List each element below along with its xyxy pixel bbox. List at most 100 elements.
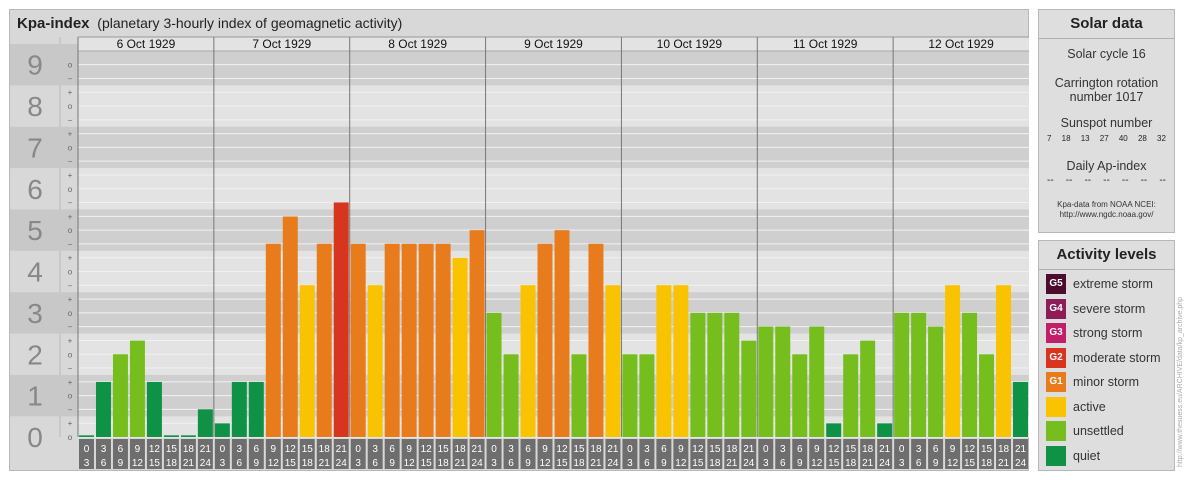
sunspot-value: 7	[1047, 134, 1052, 143]
interval-start-label: 18	[319, 444, 331, 455]
interval-end-label: 15	[828, 458, 840, 469]
interval-start-label: 6	[389, 444, 395, 455]
interval-start-label: 6	[797, 444, 803, 455]
interval-start-label: 21	[336, 444, 348, 455]
y-subtick-label: o	[68, 143, 73, 152]
interval-start-label: 18	[183, 444, 195, 455]
y-subtick-label: o	[68, 61, 73, 70]
interval-start-label: 6	[933, 444, 939, 455]
interval-cell	[350, 439, 366, 469]
interval-end-label: 15	[692, 458, 704, 469]
interval-end-label: 15	[964, 458, 976, 469]
date-label: 8 Oct 1929	[388, 37, 447, 51]
interval-cell	[707, 439, 723, 469]
interval-start-label: 9	[406, 444, 412, 455]
interval-cell	[265, 439, 281, 469]
ap-index-value: --	[1121, 175, 1129, 186]
y-subtick-band-7	[61, 126, 78, 169]
interval-cell	[1013, 439, 1028, 469]
y-tick-label: 0	[27, 422, 43, 453]
chart-title: Kpa-index (planetary 3-hourly index of g…	[17, 15, 402, 32]
interval-start-label: 12	[285, 444, 297, 455]
interval-end-label: 18	[302, 458, 314, 469]
interval-start-label: 3	[237, 444, 243, 455]
kp-bar	[639, 354, 655, 437]
interval-cell	[520, 439, 536, 469]
y-subtick-label: +	[68, 130, 73, 139]
activity-level-swatch	[1046, 445, 1066, 466]
interval-end-label: 15	[149, 458, 161, 469]
interval-start-label: 21	[743, 444, 755, 455]
sunspot-value: 28	[1137, 134, 1147, 143]
kp-bar	[486, 312, 502, 437]
interval-cell	[758, 439, 774, 469]
interval-start-label: 12	[828, 444, 840, 455]
interval-end-label: 12	[675, 458, 687, 469]
kp-bar	[945, 285, 961, 437]
interval-start-label: 6	[661, 444, 667, 455]
date-label: 7 Oct 1929	[252, 37, 311, 51]
interval-cell	[435, 439, 451, 469]
date-label: 9 Oct 1929	[524, 37, 583, 51]
y-tick-label: 1	[27, 381, 43, 412]
ap-index-value: --	[1159, 175, 1166, 186]
interval-end-label: 21	[726, 458, 738, 469]
interval-cell	[588, 439, 604, 469]
activity-level-item: G4 severe storm	[1046, 298, 1145, 319]
sunspot-value: 18	[1061, 134, 1071, 143]
kp-bar	[809, 326, 825, 437]
interval-start-label: 12	[964, 444, 976, 455]
y-tick-label: 2	[27, 339, 43, 370]
interval-end-label: 24	[200, 458, 212, 469]
date-label: 11 Oct 1929	[793, 37, 858, 51]
interval-cell	[622, 439, 638, 469]
y-subtick-label: o	[68, 268, 73, 277]
interval-start-label: 3	[644, 444, 650, 455]
ap-index-values: -- -- -- -- -- -- --	[1039, 175, 1174, 186]
ap-index-value: --	[1084, 175, 1092, 186]
interval-end-label: 12	[539, 458, 551, 469]
activity-level-swatch: G3	[1046, 323, 1066, 343]
kp-bar	[860, 340, 876, 437]
kp-bar	[384, 243, 400, 437]
kp-bar	[741, 340, 757, 437]
y-subtick-label: o	[68, 102, 73, 111]
kp-bar	[248, 381, 264, 437]
activity-level-label: strong storm	[1073, 326, 1143, 340]
y-subtick-label: −	[68, 364, 73, 373]
interval-cell	[197, 439, 213, 469]
interval-end-label: 24	[879, 458, 891, 469]
kp-bar	[316, 243, 332, 437]
interval-end-label: 3	[84, 458, 90, 469]
interval-end-label: 9	[389, 458, 395, 469]
activity-level-label: unsettled	[1073, 424, 1124, 438]
kp-bar	[265, 243, 281, 437]
kp-bar	[571, 354, 587, 437]
kp-bar	[180, 435, 196, 437]
interval-cell	[163, 439, 179, 469]
kp-bar	[197, 409, 213, 437]
y-subtick-label: −	[68, 157, 73, 166]
activity-level-label: active	[1073, 399, 1106, 414]
kp-bar	[792, 354, 808, 437]
interval-end-label: 24	[607, 458, 619, 469]
kp-bar	[401, 243, 417, 437]
interval-start-label: 18	[998, 444, 1010, 455]
interval-cell	[690, 439, 706, 469]
interval-cell	[809, 439, 825, 469]
kp-bar	[537, 243, 553, 437]
interval-start-label: 18	[726, 444, 738, 455]
activity-level-swatch: G1	[1046, 372, 1066, 392]
interval-end-label: 18	[981, 458, 993, 469]
interval-end-label: 12	[268, 458, 280, 469]
interval-start-label: 6	[525, 444, 531, 455]
kp-bar	[350, 243, 366, 437]
kp-bar	[231, 381, 247, 437]
chart-subtitle: (planetary 3-hourly index of geomagnetic…	[97, 15, 403, 31]
interval-cell	[843, 439, 859, 469]
activity-level-label: quiet	[1073, 448, 1101, 463]
interval-cell	[928, 439, 944, 469]
data-source-link[interactable]: http://www.ngdc.noaa.gov/	[1059, 210, 1154, 219]
interval-end-label: 3	[763, 458, 769, 469]
chart-title-main: Kpa-index	[17, 15, 90, 32]
